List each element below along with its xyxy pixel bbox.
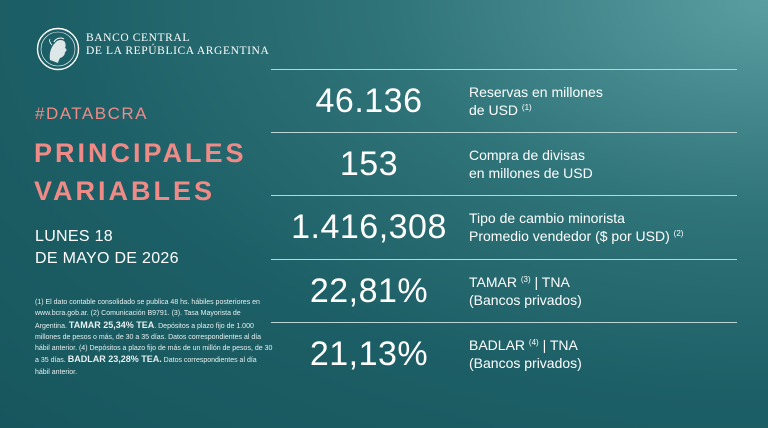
variable-row-compra-divisas: 153 Compra de divisas en millones de USD [271,132,737,196]
variable-label-rate-type: | TNA [538,337,578,353]
footnote-tamar-bold: TAMAR 25,34% TEA [68,319,155,330]
footnote-badlar-bold: BADLAR 23,28% TEA. [67,354,162,365]
variable-label-line2: Promedio vendedor ($ por USD) [469,228,670,244]
footnotes-part1: (1) El dato contable consolidado se publ… [35,299,260,330]
variable-label-line2: (Bancos privados) [469,355,582,371]
variable-label: TAMAR (3) | TNA (Bancos privados) [469,259,582,323]
bcra-seal-icon [36,27,80,71]
divider [271,69,737,70]
variable-label-line2: de USD [469,102,519,118]
variable-label-rate-type: | TNA [530,274,570,290]
footnote-ref: (2) [673,229,684,238]
footnotes-part3: Datos correspondientes al día hábil ante… [35,357,257,376]
variable-label-line1: Tipo de cambio minorista [469,210,625,226]
bank-name-line1: BANCO CENTRAL [86,32,190,44]
variable-value: 46.136 [315,81,423,120]
page-title-line1: PRINCIPALES [34,138,247,168]
variable-row-tamar: 22,81% TAMAR (3) | TNA (Bancos privados) [271,259,737,323]
variable-label-line1: Compra de divisas [469,147,585,163]
divider [271,195,737,196]
variable-label: Compra de divisas en millones de USD [469,132,593,196]
page-title: PRINCIPALES VARIABLES [34,134,247,210]
variable-label-line2: en millones de USD [469,165,593,181]
date: LUNES 18 DE MAYO DE 2026 [35,226,179,270]
variable-value: 22,81% [309,271,429,310]
variable-label: Tipo de cambio minorista Promedio vended… [469,195,683,259]
variable-row-reservas: 46.136 Reservas en millones de USD (1) [271,69,737,133]
footnotes: (1) El dato contable consolidado se publ… [35,297,273,378]
footnotes-part2: . Depósitos a plazo fijo de 1.000 millon… [35,322,273,365]
bank-name: BANCO CENTRAL DE LA REPÚBLICA ARGENTINA [86,32,269,58]
date-line2: DE MAYO DE 2026 [35,250,179,267]
footnote-ref: (4) [528,338,539,347]
date-line1: LUNES 18 [35,228,113,245]
variable-label: BADLAR (4) | TNA (Bancos privados) [469,322,582,386]
variable-value: 1.416,308 [291,207,447,246]
page-title-line2: VARIABLES [34,176,216,206]
variable-label-name: BADLAR [469,337,526,353]
divider [271,322,737,323]
footnote-ref: (3) [520,275,531,284]
variable-label-line2: (Bancos privados) [469,292,582,308]
variable-value: 153 [339,144,399,183]
variable-row-badlar: 21,13% BADLAR (4) | TNA (Bancos privados… [271,322,737,386]
variable-row-tipo-cambio: 1.416,308 Tipo de cambio minorista Prome… [271,195,737,259]
bank-name-line2: DE LA REPÚBLICA ARGENTINA [86,45,270,57]
variable-label-name: TAMAR [469,274,517,290]
hashtag: #DATABCRA [35,104,149,123]
variable-label: Reservas en millones de USD (1) [469,69,603,133]
variable-value: 21,13% [309,334,429,373]
divider [271,132,737,133]
footnote-ref: (1) [521,103,532,112]
variable-label-line1: Reservas en millones [469,84,603,100]
divider [271,259,737,260]
